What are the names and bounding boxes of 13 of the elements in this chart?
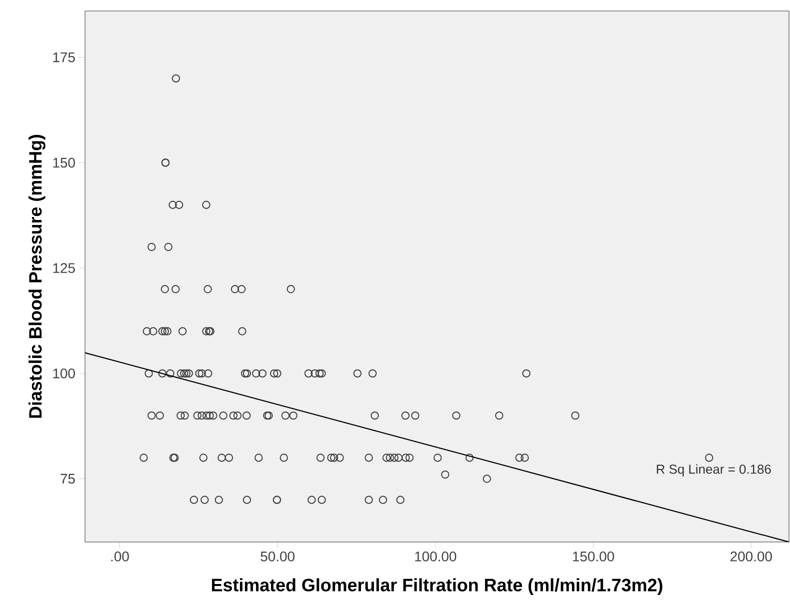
x-tick-label: 100.00: [415, 552, 456, 562]
y-axis-title: Diastolic Blood Pressure (mmHg): [28, 134, 46, 418]
y-tick-label: 175: [53, 52, 75, 62]
x-tick-label: .00: [111, 552, 129, 562]
y-tick-label: 75: [60, 474, 75, 484]
x-tick-label: 50.00: [260, 552, 294, 562]
y-tick-label: 125: [53, 263, 75, 274]
x-tick-label: 150.00: [573, 552, 614, 562]
annotation: R Sq Linear = 0.186: [656, 464, 771, 476]
x-tick-label: 200.00: [730, 552, 772, 562]
x-axis-title: Estimated Glomerular Filtration Rate (ml/min/1.73m2): [212, 578, 662, 595]
y-tick-label: 100: [53, 368, 75, 378]
y-tick-label: 150: [53, 158, 75, 168]
